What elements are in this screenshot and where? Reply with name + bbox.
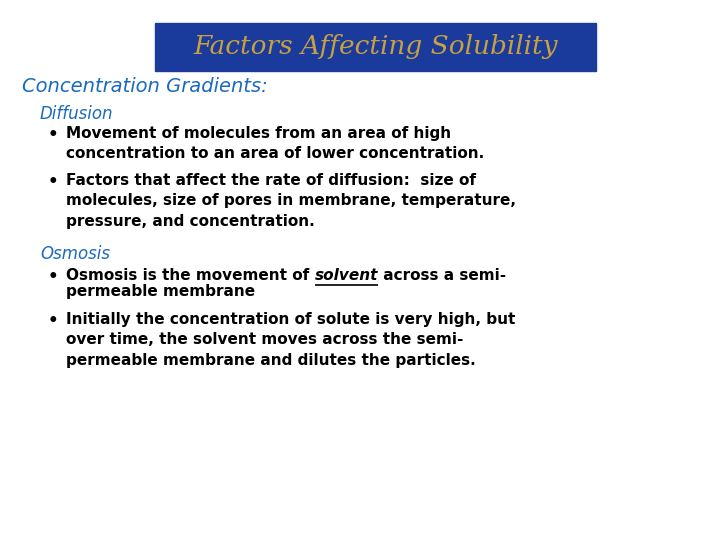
Text: •: • <box>48 173 58 191</box>
Text: across a semi-: across a semi- <box>378 268 506 283</box>
Text: solvent: solvent <box>315 268 378 283</box>
Text: Concentration Gradients:: Concentration Gradients: <box>22 77 268 96</box>
Text: Initially the concentration of solute is very high, but
over time, the solvent m: Initially the concentration of solute is… <box>66 312 516 368</box>
Text: •: • <box>48 268 58 286</box>
FancyBboxPatch shape <box>155 23 596 71</box>
Text: permeable membrane: permeable membrane <box>66 284 255 299</box>
Text: Diffusion: Diffusion <box>40 105 114 123</box>
Text: •: • <box>48 312 58 330</box>
Text: •: • <box>48 126 58 144</box>
Text: Factors Affecting Solubility: Factors Affecting Solubility <box>193 35 558 59</box>
Text: Factors that affect the rate of diffusion:  size of
molecules, size of pores in : Factors that affect the rate of diffusio… <box>66 173 516 229</box>
Text: Osmosis is the movement of: Osmosis is the movement of <box>66 268 315 283</box>
Text: Osmosis: Osmosis <box>40 245 110 263</box>
Text: Movement of molecules from an area of high
concentration to an area of lower con: Movement of molecules from an area of hi… <box>66 126 485 161</box>
